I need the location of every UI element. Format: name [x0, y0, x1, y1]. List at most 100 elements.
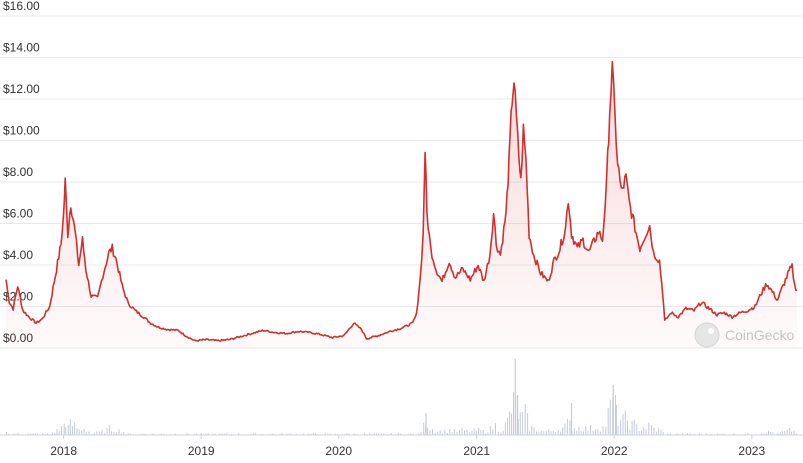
volume-bar: [200, 433, 202, 435]
volume-bar: [531, 426, 533, 435]
y-tick-label: $14.00: [3, 41, 40, 55]
volume-bar: [562, 427, 564, 435]
volume-bar: [30, 433, 32, 435]
x-tick-labels: 2018 2019 2020 2021 2022 2023: [50, 435, 765, 458]
volume-bar: [555, 432, 557, 435]
volume-bar: [151, 433, 153, 435]
volume-bar: [160, 433, 162, 435]
volume-bar: [446, 433, 448, 435]
volume-bar: [585, 425, 587, 435]
volume-bar: [32, 433, 34, 435]
volume-bars: [6, 359, 797, 435]
volume-bar: [113, 431, 115, 435]
volume-bar: [550, 431, 552, 435]
volume-bar: [721, 433, 723, 435]
volume-bar: [412, 433, 414, 435]
volume-bar: [106, 428, 108, 435]
volume-bar: [308, 433, 310, 435]
volume-bar: [768, 430, 769, 435]
volume-bar: [522, 412, 524, 435]
volume-bar: [461, 428, 463, 435]
volume-bar: [502, 430, 504, 435]
volume-bar: [13, 433, 15, 435]
volume-spike: [570, 403, 573, 435]
volume-bar: [765, 433, 767, 435]
volume-bar: [429, 430, 431, 435]
volume-bar: [615, 395, 616, 435]
volume-bar: [98, 431, 100, 435]
volume-bar: [83, 429, 85, 435]
volume-bar: [252, 433, 254, 435]
y-grid: [0, 15, 803, 349]
volume-spike: [514, 359, 516, 435]
volume-bar: [81, 430, 83, 435]
volume-bar: [602, 426, 604, 435]
volume-bar: [590, 425, 591, 435]
volume-bar: [511, 413, 513, 435]
volume-bar: [423, 422, 425, 435]
volume-bar: [650, 425, 652, 435]
volume-bar: [348, 433, 350, 435]
volume-bar: [540, 430, 542, 435]
volume-bar: [682, 433, 684, 435]
volume-bar: [485, 433, 486, 435]
volume-bar: [622, 414, 624, 435]
volume-bar: [770, 432, 772, 435]
volume-bar: [527, 413, 529, 435]
volume-bar: [262, 433, 264, 435]
y-tick-label: $16.00: [3, 0, 40, 13]
volume-bar: [238, 433, 240, 435]
volume-bar: [442, 433, 443, 435]
volume-bar: [464, 430, 465, 435]
volume-bar: [694, 433, 696, 435]
volume-bar: [78, 429, 80, 435]
volume-bar: [226, 433, 228, 435]
volume-bar: [578, 427, 580, 435]
volume-bar: [495, 423, 496, 435]
volume-bar: [638, 431, 640, 435]
volume-bar: [420, 432, 422, 435]
volume-bar: [538, 432, 540, 435]
volume-bar: [456, 431, 458, 435]
volume-bar: [142, 433, 144, 435]
volume-bar: [504, 422, 506, 435]
volume-bar: [536, 431, 537, 435]
volume-bar: [717, 433, 719, 435]
volume-bar: [123, 432, 125, 435]
volume-bar: [279, 433, 281, 435]
volume-bar: [52, 432, 53, 435]
x-tick-label: 2023: [738, 444, 765, 458]
volume-bar: [214, 433, 216, 435]
volume-bar: [101, 429, 103, 435]
volume-bar: [629, 429, 631, 435]
volume-bar: [595, 429, 596, 435]
volume-bar: [353, 433, 355, 435]
volume-bar: [93, 432, 95, 435]
volume-bar: [587, 430, 589, 435]
gecko-eye-icon: [708, 328, 714, 334]
volume-bar: [383, 433, 385, 435]
volume-bar: [286, 433, 288, 435]
volume-bar: [698, 433, 700, 435]
volume-bar: [219, 433, 221, 435]
volume-bar: [624, 410, 626, 435]
volume-bar: [221, 433, 223, 435]
volume-bar: [85, 432, 87, 435]
volume-bar: [689, 433, 691, 435]
volume-bar: [517, 419, 519, 435]
x-tick-label: 2022: [601, 444, 628, 458]
volume-bar: [397, 433, 399, 435]
volume-bar: [27, 433, 29, 435]
volume-bar: [724, 433, 726, 435]
volume-bar: [636, 424, 638, 435]
volume-bar: [489, 426, 491, 435]
volume-bar: [482, 430, 484, 435]
volume-bar: [529, 431, 531, 435]
volume-spike: [612, 385, 614, 435]
volume-bar: [324, 433, 326, 435]
volume-bar: [576, 430, 578, 435]
volume-bar: [346, 433, 348, 435]
price-area: [6, 61, 797, 348]
volume-bar: [127, 433, 129, 435]
